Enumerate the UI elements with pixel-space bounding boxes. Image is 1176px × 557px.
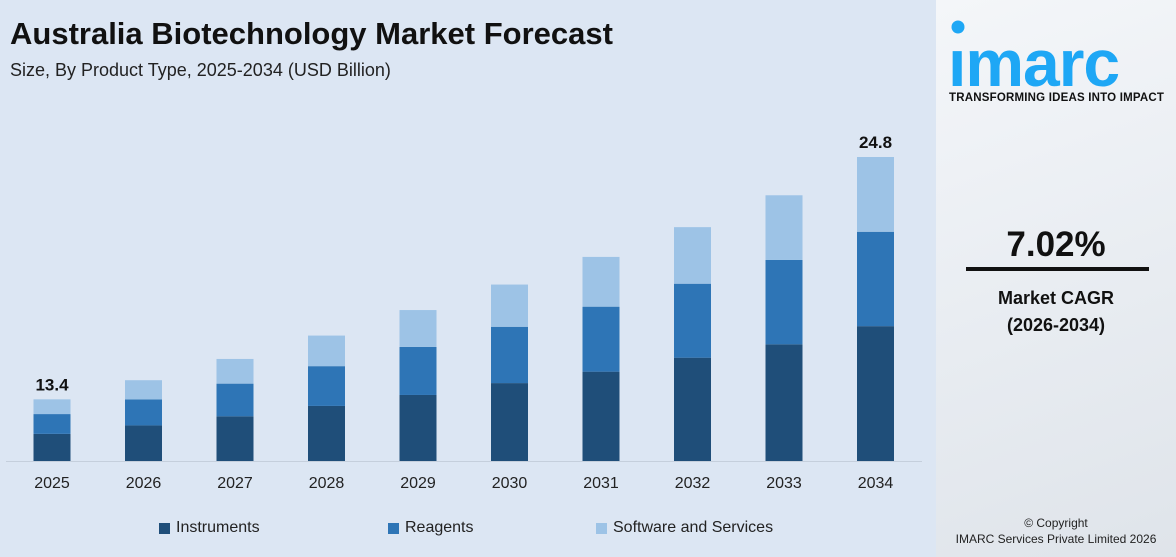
- bar-segment-software-and-services-2025: [33, 399, 71, 415]
- x-tick-label: 2029: [400, 475, 436, 492]
- legend-swatch: [596, 522, 607, 534]
- data-label-2034: 24.8: [859, 133, 892, 152]
- divider: [966, 267, 1149, 271]
- legend-swatch: [388, 522, 399, 534]
- bar-segment-software-and-services-2032: [674, 227, 711, 284]
- side-panel: ımarc TRANSFORMING IDEAS INTO IMPACT 7.0…: [936, 0, 1176, 557]
- x-tick-label: 2033: [766, 475, 802, 492]
- bar-segment-software-and-services-2034: [857, 157, 894, 232]
- bar-segment-instruments-2026: [125, 425, 162, 461]
- bar-segment-reagents-2033: [765, 259, 803, 345]
- bar-segment-instruments-2032: [674, 357, 711, 461]
- x-tick-label: 2028: [309, 475, 345, 492]
- bar-segment-software-and-services-2030: [491, 284, 528, 327]
- legend-item-reagents: Reagents: [388, 519, 474, 537]
- bar-segment-instruments-2029: [399, 394, 437, 461]
- bar-segment-instruments-2031: [582, 371, 620, 461]
- x-tick-label: 2032: [675, 475, 711, 492]
- bar-segment-software-and-services-2027: [216, 358, 254, 384]
- chart-title: Australia Biotechnology Market Forecast: [10, 16, 613, 51]
- bar-segment-software-and-services-2031: [582, 256, 620, 307]
- bar-segment-reagents-2026: [125, 399, 162, 426]
- legend-swatch: [159, 522, 170, 534]
- stacked-bar-chart: 2025 13.4 2026 2027 2028 2029 2030 2031 2032 2033…: [6, 133, 922, 492]
- bar-segment-instruments-2034: [857, 326, 894, 461]
- cagr-label-title: Market CAGR: [997, 288, 1115, 308]
- x-tick-label: 2027: [217, 475, 253, 492]
- bar-segment-reagents-2029: [399, 346, 437, 395]
- bar-segment-instruments-2028: [308, 405, 345, 461]
- cagr-value: 7.02%: [1006, 225, 1106, 264]
- bar-segment-software-and-services-2029: [399, 310, 437, 347]
- bar-segment-reagents-2031: [582, 306, 620, 372]
- bar-segment-reagents-2032: [674, 283, 711, 358]
- x-tick-label: 2025: [34, 475, 70, 492]
- bar-segment-instruments-2025: [33, 433, 71, 461]
- cagr-label: Market CAGR (2026-2034): [936, 285, 1176, 339]
- bar-segment-reagents-2028: [308, 366, 345, 406]
- copyright-owner: IMARC Services Private Limited 2026: [955, 532, 1157, 546]
- bar-segment-instruments-2033: [765, 344, 803, 461]
- legend-label: Software and Services: [613, 519, 774, 536]
- legend-item-software-services: Software and Services: [596, 519, 773, 537]
- bar-segment-software-and-services-2026: [125, 380, 162, 400]
- bar-segment-instruments-2030: [491, 383, 528, 461]
- imarc-logo: ımarc: [948, 20, 1120, 90]
- bar-segment-reagents-2030: [491, 326, 528, 384]
- cagr-label-period: (2026-2034): [1006, 315, 1106, 335]
- chart-subtitle: Size, By Product Type, 2025-2034 (USD Bi…: [10, 60, 391, 80]
- copyright: © Copyright IMARC Services Private Limit…: [936, 515, 1176, 547]
- svg-text:ımarc: ımarc: [948, 26, 1119, 90]
- legend-label: Reagents: [405, 519, 474, 536]
- x-tick-label: 2030: [492, 475, 528, 492]
- bar-segment-reagents-2027: [216, 383, 254, 417]
- bar-segment-software-and-services-2028: [308, 335, 345, 367]
- brand-tagline: TRANSFORMING IDEAS INTO IMPACT: [949, 92, 1165, 104]
- x-tick-label: 2031: [583, 475, 619, 492]
- copyright-line: © Copyright: [1024, 516, 1088, 530]
- legend-item-instruments: Instruments: [159, 519, 260, 537]
- x-tick-label: 2034: [858, 475, 894, 492]
- legend-label: Instruments: [176, 519, 260, 536]
- x-tick-label: 2026: [126, 475, 162, 492]
- bar-segment-reagents-2034: [857, 231, 894, 327]
- data-label-2025: 13.4: [35, 375, 69, 394]
- bar-segment-software-and-services-2033: [765, 195, 803, 260]
- bar-segment-reagents-2025: [33, 414, 71, 434]
- bar-segment-instruments-2027: [216, 416, 254, 461]
